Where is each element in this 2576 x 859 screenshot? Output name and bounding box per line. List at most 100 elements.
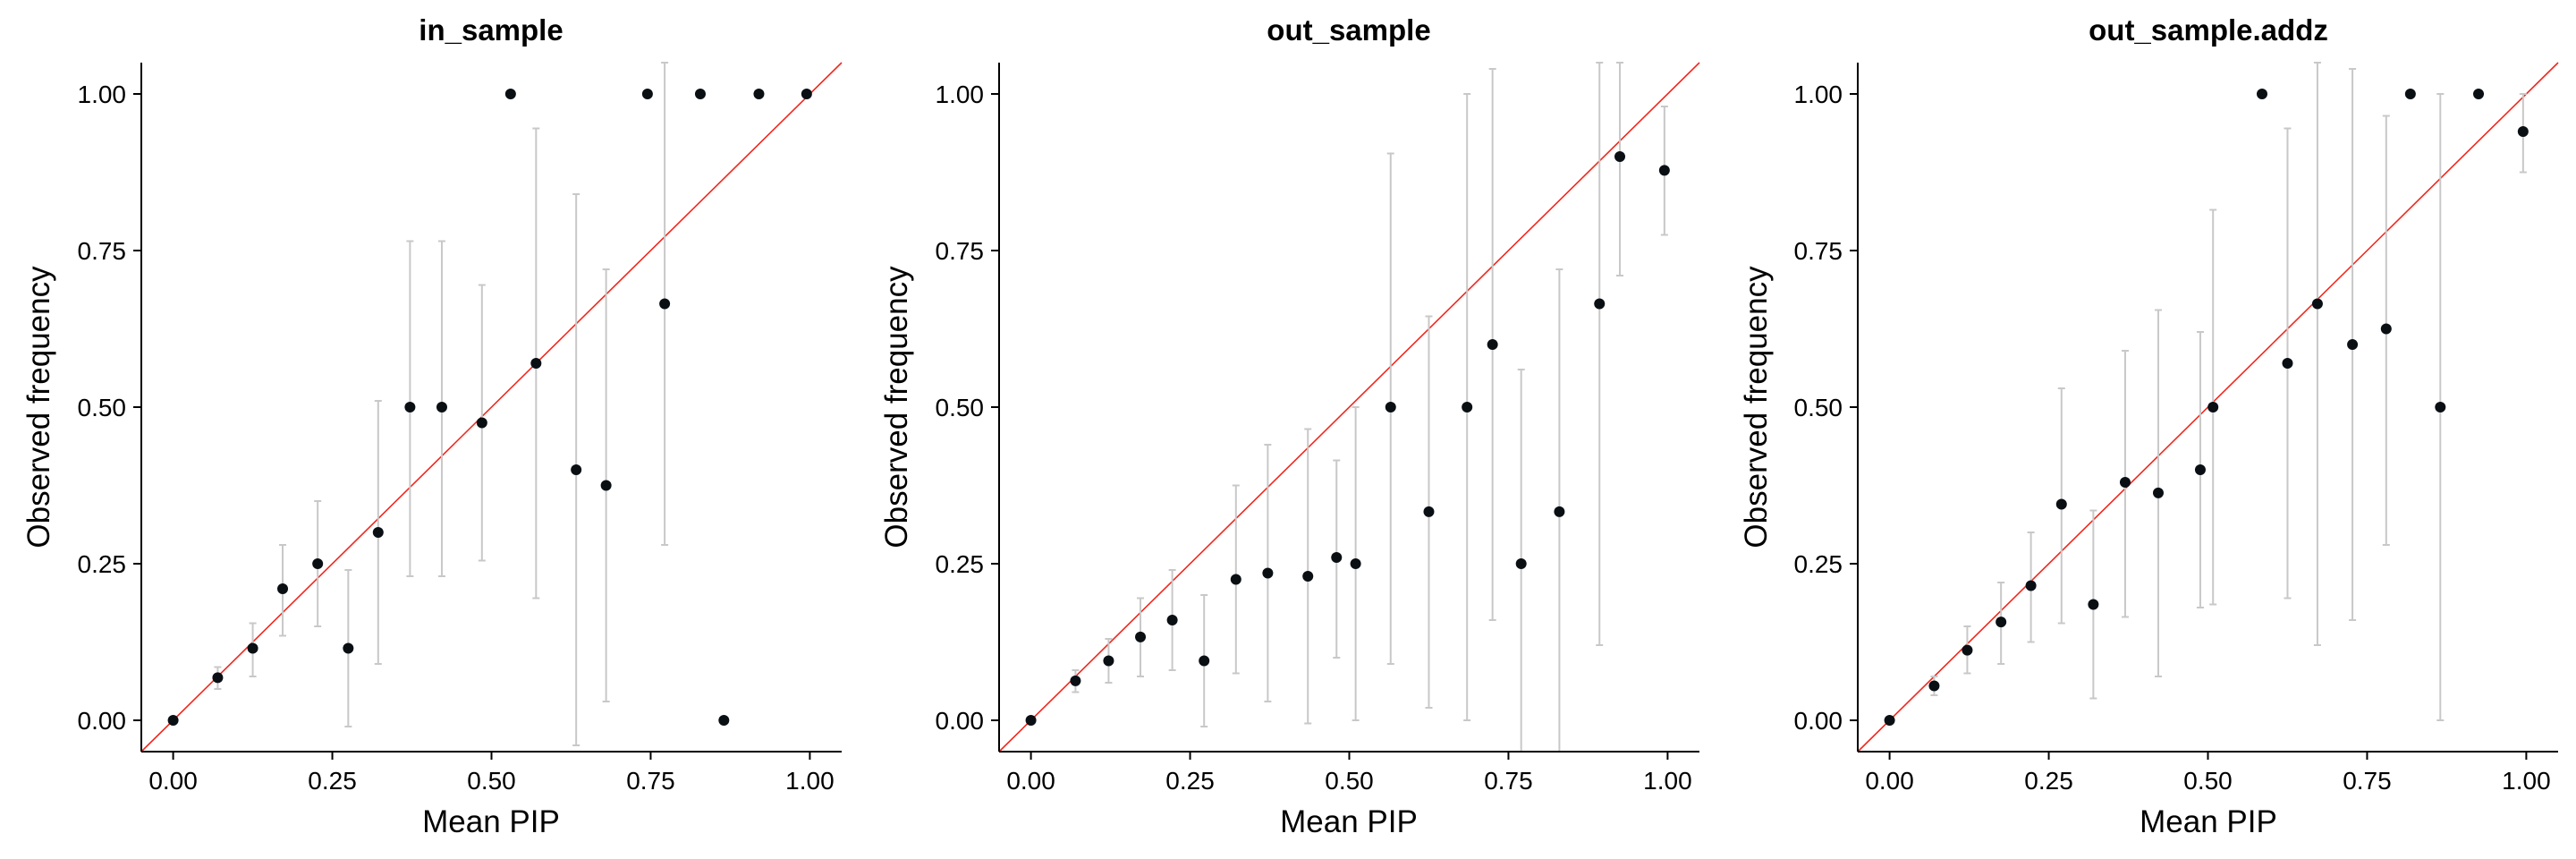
data-point [1423,506,1435,517]
panel-in-sample: in_sample 0.00 0.25 0.50 0.75 1.00 0.000.250… [21,13,843,839]
y-tick-label: 0.00 [78,707,127,735]
data-point [2473,89,2485,99]
data-marks [998,62,1700,753]
x-ticks: 0.00 0.25 0.50 0.75 1.00 [1006,752,1692,795]
y-ticks: 0.00 0.25 0.50 0.75 1.00 [1794,81,1858,735]
x-tick-label: 0.75 [2343,767,2392,795]
y-tick-label: 0.25 [936,550,985,578]
data-point [312,558,324,569]
data-point [167,715,179,726]
x-axis-label: Mean PIP [422,804,560,839]
data-point [343,642,354,654]
data-point [476,417,487,429]
data-point [2055,498,2067,510]
x-tick-label: 1.00 [785,767,835,795]
data-point [1996,617,2007,628]
data-point [2152,487,2164,498]
data-point [1614,151,1626,162]
x-tick-label: 1.00 [2502,767,2551,795]
data-point [372,527,384,538]
error-bar [1596,62,1604,646]
data-point [436,402,447,412]
panel-title: out_sample [1267,13,1430,47]
data-point [1928,680,1940,692]
y-axis-label: Observed frequency [879,266,914,549]
data-point [1230,574,1241,585]
x-axis-label: Mean PIP [1280,804,1418,839]
y-tick-label: 0.25 [78,550,127,578]
plot-area: 0.00 0.25 0.50 0.75 1.00 0.00 0.25 0.50 0.75 1.0… [1794,62,2559,795]
error-bar [2313,62,2321,646]
data-point [1350,558,1361,569]
data-point [1166,615,1178,625]
plot-area: 0.00 0.25 0.50 0.75 1.00 0.00 0.25 0.50 0.75 1.0… [936,62,1700,795]
data-point [1262,567,1274,579]
data-point [2207,402,2219,412]
data-point [2282,358,2293,369]
y-tick-label: 1.00 [78,81,127,108]
x-tick-label: 0.00 [1865,767,1914,795]
data-point [1199,655,1210,667]
data-point [801,89,812,99]
reference-line [140,62,843,753]
data-point [1385,402,1396,412]
x-tick-label: 0.50 [467,767,516,795]
data-point [2517,126,2529,137]
y-axis-label: Observed frequency [1739,266,1774,549]
data-point [718,715,730,726]
x-tick-label: 0.25 [1165,767,1215,795]
panel-out-sample-addz: out_sample.addz 0.00 0.25 0.50 0.75 1.00 0.0… [1739,13,2559,839]
y-axis-label: Observed frequency [21,266,56,549]
x-tick-label: 0.00 [148,767,198,795]
data-point [600,480,612,491]
data-point [1103,655,1114,667]
panel-title: out_sample.addz [2089,13,2328,47]
data-point [404,402,416,412]
y-tick-label: 0.75 [1794,237,1843,265]
y-tick-label: 0.75 [936,237,985,265]
data-point [1025,715,1037,726]
data-point [1135,631,1147,642]
x-axis-label: Mean PIP [2140,804,2277,839]
data-point [1594,298,1606,310]
data-point [1302,571,1314,582]
data-point [2404,89,2416,99]
x-tick-label: 1.00 [1643,767,1692,795]
y-tick-label: 0.00 [1794,707,1843,735]
panel-title: in_sample [419,13,563,47]
y-tick-label: 0.25 [1794,550,1843,578]
x-tick-label: 0.50 [1325,767,1374,795]
data-point [2025,580,2037,591]
data-point [2347,339,2359,350]
x-tick-label: 0.00 [1006,767,1055,795]
data-point [1462,402,1473,412]
x-ticks: 0.00 0.25 0.50 0.75 1.00 [1865,752,2551,795]
x-tick-label: 0.50 [2183,767,2233,795]
data-marks [140,62,843,753]
data-point [641,89,653,99]
y-tick-label: 0.00 [936,707,985,735]
data-point [2257,89,2268,99]
y-tick-label: 1.00 [1794,81,1843,108]
x-tick-label: 0.25 [308,767,357,795]
data-marks [1857,62,2559,753]
data-point [247,642,258,654]
data-point [212,672,224,684]
data-point [1554,506,1565,517]
data-point [2435,402,2446,412]
x-ticks: 0.00 0.25 0.50 0.75 1.00 [148,752,835,795]
data-point [1331,552,1343,563]
plot-area: 0.00 0.25 0.50 0.75 1.00 0.00 0.25 0.50 0.75 1.0… [78,62,843,795]
y-tick-label: 0.50 [1794,394,1843,421]
reference-line [998,62,1700,753]
y-tick-label: 0.50 [936,394,985,421]
data-point [1962,644,1973,656]
data-point [2119,477,2131,488]
data-point [504,89,516,99]
data-point [659,298,671,310]
data-point [1070,675,1081,686]
data-point [1658,165,1670,176]
data-point [277,583,289,594]
data-point [694,89,706,99]
